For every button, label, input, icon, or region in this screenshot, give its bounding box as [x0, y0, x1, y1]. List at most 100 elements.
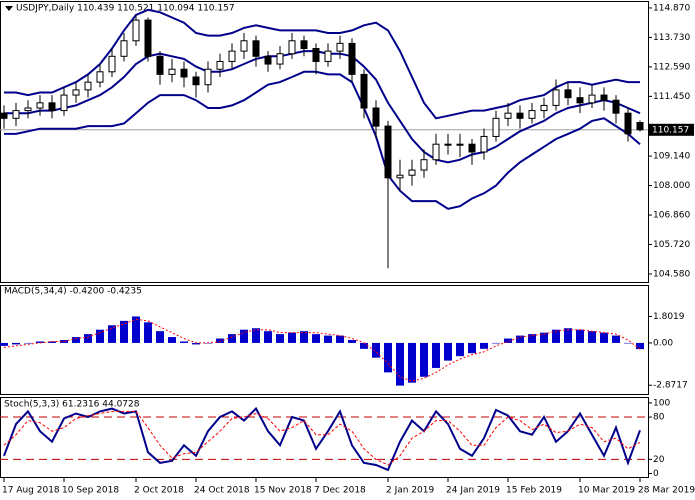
candle-body — [132, 19, 140, 42]
y-tick-label: 0 — [653, 469, 659, 479]
candle-body — [96, 71, 104, 83]
macd-title: MACD(5,34,4) -0.4200 -0.4235 — [4, 287, 142, 297]
candle-body — [24, 107, 32, 112]
candle-body — [108, 55, 116, 73]
candle-body — [36, 102, 44, 109]
x-tick-label: 2 Jan 2019 — [386, 486, 434, 496]
macd-bar — [36, 341, 44, 343]
macd-bar — [408, 342, 416, 383]
candle-body — [468, 143, 476, 153]
macd-panel — [0, 285, 649, 395]
x-tick-label: 15 Nov 2018 — [254, 486, 312, 496]
y-tick-label: 113.730 — [653, 33, 690, 43]
macd-bar — [348, 340, 356, 343]
stoch-main — [3, 406, 641, 472]
x-tick-label: 10 Sep 2018 — [62, 486, 119, 496]
macd-bar — [252, 328, 260, 343]
candle-body — [564, 89, 572, 99]
y-tick-label: 108.000 — [653, 181, 690, 191]
candle-body — [480, 135, 488, 153]
macd-bar — [192, 342, 200, 345]
macd-bar — [324, 335, 332, 343]
candle-body — [516, 112, 524, 119]
macd-signal — [3, 318, 641, 382]
macd-bar — [276, 334, 284, 343]
macd-bar — [576, 329, 584, 343]
macd-bar — [72, 337, 80, 343]
bollinger-band — [4, 8, 640, 120]
x-tick-label: 10 Mar 2019 — [578, 486, 635, 496]
stoch-panel — [0, 397, 649, 478]
price-panel — [0, 1, 649, 283]
y-tick-label: 20 — [653, 455, 665, 465]
y-tick-label: 100 — [653, 398, 670, 408]
candle-body — [324, 50, 332, 62]
candle-body — [576, 97, 584, 104]
macd-bar — [132, 316, 140, 343]
candle-body — [408, 169, 416, 176]
candle-body — [360, 73, 368, 109]
candle-body — [432, 143, 440, 161]
candle-body — [192, 76, 200, 86]
macd-bar — [12, 342, 20, 345]
macd-bar — [180, 341, 188, 343]
candle-body — [72, 89, 80, 96]
candle-body — [276, 53, 284, 65]
macd-bar — [168, 337, 176, 343]
macd-bar — [396, 342, 404, 386]
macd-bar — [240, 329, 248, 343]
macd-bar — [468, 342, 476, 354]
y-tick-label: 1.8019 — [653, 312, 685, 322]
macd-bar — [384, 342, 392, 373]
macd-bar — [360, 342, 368, 349]
candle-body — [288, 40, 296, 55]
macd-bar — [156, 331, 164, 343]
candle-body — [12, 110, 20, 119]
candle-body — [156, 55, 164, 75]
y-tick-label: -2.8717 — [653, 381, 688, 391]
candle-body — [540, 104, 548, 112]
macd-bar — [492, 342, 500, 344]
macd-bar — [528, 334, 536, 343]
candle-body — [84, 81, 92, 91]
macd-bar — [108, 325, 116, 343]
candle-body — [264, 55, 272, 65]
candle-body — [60, 94, 68, 112]
last-price-box — [648, 123, 694, 136]
y-tick-label: 80 — [653, 413, 665, 423]
candle-body — [180, 68, 188, 78]
candle-body — [396, 174, 404, 179]
macd-bar — [552, 329, 560, 343]
candle-body — [204, 68, 212, 86]
y-tick-label: 114.870 — [653, 3, 690, 13]
macd-bar — [336, 335, 344, 343]
y-tick-label: 109.140 — [653, 152, 690, 162]
candle-body — [300, 40, 308, 50]
macd-bar — [588, 331, 596, 343]
bollinger-band — [4, 50, 641, 164]
candle-body — [588, 94, 596, 104]
macd-bar — [420, 342, 428, 377]
macd-bar — [0, 342, 8, 346]
candle-body — [312, 48, 320, 62]
price-title: USDJPY,Daily 110.439 110.521 110.094 110… — [16, 4, 235, 14]
macd-bar — [564, 328, 572, 343]
candle-body — [240, 40, 248, 52]
candle-body — [420, 159, 428, 171]
y-tick-label: 104.580 — [653, 269, 690, 279]
macd-bar — [636, 342, 644, 350]
candle-body — [144, 19, 152, 57]
macd-bar — [300, 331, 308, 343]
y-tick-label: 0.00 — [653, 338, 673, 348]
last-price-label: 110.157 — [652, 125, 689, 135]
bollinger-band — [4, 70, 641, 210]
x-tick-label: 2 Oct 2018 — [134, 486, 184, 496]
title-marker — [5, 6, 13, 11]
y-tick-label: 105.720 — [653, 240, 690, 250]
x-tick-label: 17 Aug 2018 — [2, 486, 60, 496]
macd-bar — [504, 338, 512, 343]
macd-bar — [432, 342, 440, 368]
candle-body — [372, 107, 380, 127]
macd-bar — [312, 334, 320, 343]
